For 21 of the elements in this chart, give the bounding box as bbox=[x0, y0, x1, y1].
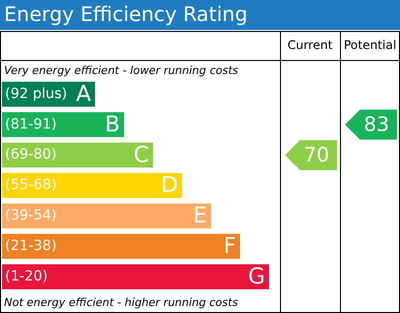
text: Very energy efficient - lower running costs bbox=[4, 64, 238, 77]
category-label: (69-80) bbox=[5, 146, 57, 163]
text: Energy Efficiency Rating bbox=[4, 2, 248, 26]
text: G bbox=[248, 264, 265, 290]
text: Potential bbox=[344, 38, 396, 52]
text: D bbox=[161, 173, 178, 198]
category-label: (1-20) bbox=[5, 268, 48, 284]
text: B bbox=[104, 112, 120, 138]
category-label: (39-54) bbox=[5, 208, 57, 224]
text: A bbox=[76, 82, 91, 107]
category-label: (92 plus) bbox=[5, 86, 68, 102]
text: F bbox=[223, 234, 236, 260]
data-label: 83 bbox=[364, 112, 390, 136]
text: E bbox=[193, 204, 207, 229]
text: Current bbox=[287, 38, 333, 52]
category-label: (55-68) bbox=[5, 177, 57, 194]
data-label: 70 bbox=[304, 142, 330, 166]
category-label: (81-91) bbox=[5, 116, 57, 132]
text: C bbox=[134, 142, 149, 168]
category-label: (21-38) bbox=[5, 238, 57, 254]
text: Not energy efficient - higher running costs bbox=[4, 296, 238, 309]
